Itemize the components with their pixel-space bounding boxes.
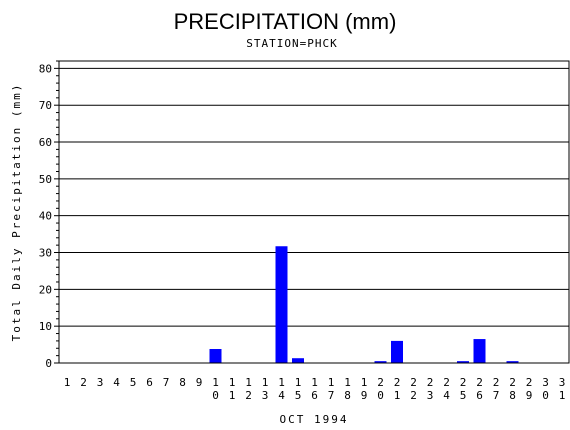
x-tick-label: 4 bbox=[443, 389, 450, 402]
y-tick-label: 0 bbox=[45, 357, 52, 370]
x-tick-label: 2 bbox=[80, 376, 87, 389]
x-tick-label: 1 bbox=[295, 376, 302, 389]
x-tick-label: 8 bbox=[179, 376, 186, 389]
x-tick-label: 5 bbox=[130, 376, 137, 389]
bar bbox=[457, 361, 469, 363]
y-axis-ticks: 0 10 20 30 40 50 60 70 80 bbox=[39, 60, 59, 370]
x-tick-label: 2 bbox=[410, 376, 417, 389]
chart-subtitle: STATION=PHCK bbox=[246, 37, 337, 50]
x-tick-label: 7 bbox=[163, 376, 170, 389]
x-tick-label: 9 bbox=[361, 389, 368, 402]
y-tick-label: 60 bbox=[39, 136, 52, 149]
x-tick-label: 2 bbox=[443, 376, 450, 389]
x-tick-label: 7 bbox=[328, 389, 335, 402]
chart-title: PRECIPITATION (mm) bbox=[174, 9, 397, 34]
x-tick-label: 1 bbox=[262, 376, 269, 389]
x-tick-label: 1 bbox=[212, 376, 219, 389]
y-tick-label: 30 bbox=[39, 247, 52, 260]
y-tick-label: 20 bbox=[39, 283, 52, 296]
x-tick-label: 1 bbox=[311, 376, 318, 389]
x-tick-label: 2 bbox=[410, 389, 417, 402]
x-tick-label: 1 bbox=[328, 376, 335, 389]
x-tick-label: 8 bbox=[509, 389, 516, 402]
bar bbox=[473, 339, 486, 363]
x-tick-label: 3 bbox=[97, 376, 104, 389]
x-tick-label: 5 bbox=[460, 389, 467, 402]
x-tick-label: 2 bbox=[245, 389, 252, 402]
x-tick-label: 1 bbox=[229, 389, 236, 402]
x-tick-label: 1 bbox=[245, 376, 252, 389]
x-tick-label: 9 bbox=[526, 389, 533, 402]
y-tick-label: 10 bbox=[39, 320, 52, 333]
x-tick-label: 4 bbox=[278, 389, 285, 402]
bar bbox=[209, 349, 222, 363]
x-tick-label: 6 bbox=[146, 376, 153, 389]
x-tick-label: 2 bbox=[526, 376, 533, 389]
x-tick-label: 2 bbox=[460, 376, 467, 389]
x-tick-label: 9 bbox=[196, 376, 203, 389]
x-tick-label: 6 bbox=[476, 389, 483, 402]
x-tick-label: 3 bbox=[262, 389, 269, 402]
x-tick-label: 1 bbox=[394, 389, 401, 402]
x-tick-label: 1 bbox=[278, 376, 285, 389]
plot-area-frame bbox=[58, 60, 570, 364]
x-tick-label: 2 bbox=[509, 376, 516, 389]
x-tick-label: 3 bbox=[427, 389, 434, 402]
x-tick-label: 1 bbox=[559, 389, 566, 402]
x-tick-label: 2 bbox=[394, 376, 401, 389]
bar bbox=[506, 361, 519, 363]
y-axis-label: Total Daily Precipitation (mm) bbox=[10, 83, 23, 342]
x-tick-label: 0 bbox=[212, 389, 219, 402]
x-tick-label: 2 bbox=[493, 376, 500, 389]
y-tick-label: 50 bbox=[39, 173, 52, 186]
x-tick-label: 2 bbox=[377, 376, 384, 389]
grid-lines bbox=[59, 67, 569, 327]
y-tick-label: 80 bbox=[39, 62, 52, 75]
bar bbox=[391, 340, 403, 363]
x-axis-label: OCT 1994 bbox=[280, 413, 349, 426]
x-tick-label: 1 bbox=[361, 376, 368, 389]
x-tick-label: 2 bbox=[476, 376, 483, 389]
x-tick-label: 5 bbox=[295, 389, 302, 402]
x-tick-label: 4 bbox=[113, 376, 120, 389]
x-tick-label: 1 bbox=[229, 376, 236, 389]
x-tick-label: 3 bbox=[559, 376, 566, 389]
x-tick-label: 3 bbox=[542, 376, 549, 389]
y-tick-label: 70 bbox=[39, 99, 52, 112]
y-tick-label: 40 bbox=[39, 210, 52, 223]
x-tick-label: 2 bbox=[427, 376, 434, 389]
bar bbox=[275, 246, 288, 363]
x-tick-label: 1 bbox=[64, 376, 71, 389]
x-tick-label: 0 bbox=[542, 389, 549, 402]
x-tick-label: 8 bbox=[344, 389, 351, 402]
x-tick-label: 0 bbox=[377, 389, 384, 402]
x-tick-label: 6 bbox=[311, 389, 318, 402]
bars bbox=[209, 246, 519, 363]
x-axis-ticks: 1 2 3 4 5 6 7 8 9 1011121314151617181920212223242… bbox=[64, 376, 566, 402]
x-tick-label: 1 bbox=[344, 376, 351, 389]
bar bbox=[374, 361, 387, 363]
bar bbox=[292, 358, 304, 363]
x-tick-label: 7 bbox=[493, 389, 500, 402]
